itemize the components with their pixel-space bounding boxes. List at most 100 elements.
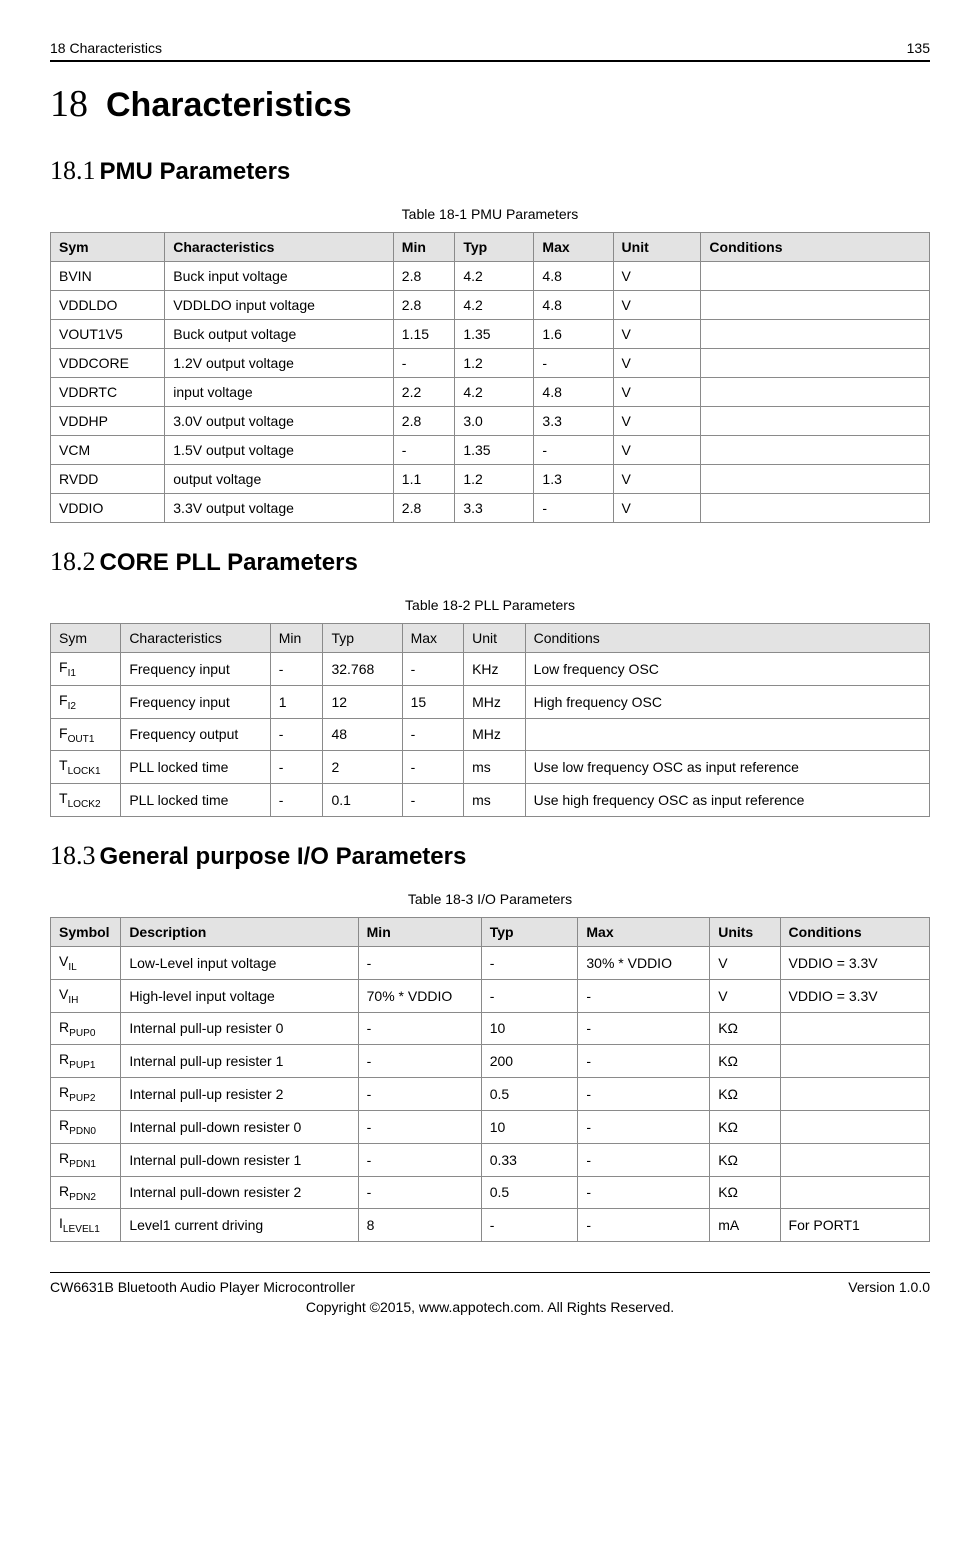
- table-cell: -: [534, 436, 613, 465]
- section-number: 18.1: [50, 156, 96, 185]
- table-cell: -: [578, 1012, 710, 1045]
- section-heading-io: 18.3General purpose I/O Parameters: [50, 841, 930, 871]
- table-row: VILLow-Level input voltage--30% * VDDIOV…: [51, 946, 930, 979]
- table-cell: Internal pull-up resister 2: [121, 1078, 358, 1111]
- table-cell: Level1 current driving: [121, 1209, 358, 1242]
- table-cell: TLOCK2: [51, 784, 121, 817]
- table-row: FOUT1Frequency output-48-MHz: [51, 718, 930, 751]
- column-header: Max: [578, 917, 710, 946]
- column-header: Conditions: [780, 917, 929, 946]
- table-cell: Internal pull-down resister 2: [121, 1176, 358, 1209]
- table-cell: 8: [358, 1209, 481, 1242]
- table-cell: 4.8: [534, 378, 613, 407]
- table-cell: 10: [481, 1110, 578, 1143]
- table-cell: V: [613, 320, 701, 349]
- table-cell: 1.2V output voltage: [165, 349, 394, 378]
- table-cell: VOUT1V5: [51, 320, 165, 349]
- table-cell: mA: [710, 1209, 780, 1242]
- table-cell: High frequency OSC: [525, 685, 929, 718]
- table-cell: MHz: [464, 718, 526, 751]
- chapter-heading: 18Characteristics: [50, 82, 930, 126]
- table-caption: Table 18-1 PMU Parameters: [50, 206, 930, 222]
- table-cell: 4.2: [455, 378, 534, 407]
- table-caption: Table 18-2 PLL Parameters: [50, 597, 930, 613]
- pmu-parameters-table: SymCharacteristicsMinTypMaxUnitCondition…: [50, 232, 930, 523]
- table-cell: RPDN1: [51, 1143, 121, 1176]
- io-parameters-table: SymbolDescriptionMinTypMaxUnitsCondition…: [50, 917, 930, 1242]
- table-row: VDDHP3.0V output voltage2.83.03.3V: [51, 407, 930, 436]
- section-title: CORE PLL Parameters: [100, 549, 358, 576]
- table-cell: -: [402, 653, 464, 686]
- table-cell: 0.5: [481, 1078, 578, 1111]
- table-row: VDDCORE1.2V output voltage-1.2-V: [51, 349, 930, 378]
- table-row: BVINBuck input voltage2.84.24.8V: [51, 262, 930, 291]
- table-cell: 3.3: [534, 407, 613, 436]
- table-cell: [701, 407, 930, 436]
- table-cell: Buck input voltage: [165, 262, 394, 291]
- table-cell: 10: [481, 1012, 578, 1045]
- table-cell: PLL locked time: [121, 751, 270, 784]
- section-heading-pmu: 18.1PMU Parameters: [50, 156, 930, 186]
- table-cell: [780, 1143, 929, 1176]
- table-cell: V: [613, 494, 701, 523]
- table-row: RPDN0Internal pull-down resister 0-10-KΩ: [51, 1110, 930, 1143]
- table-cell: -: [393, 349, 455, 378]
- header-left: 18 Characteristics: [50, 40, 162, 56]
- table-cell: 1: [270, 685, 323, 718]
- table-row: VOUT1V5Buck output voltage1.151.351.6V: [51, 320, 930, 349]
- column-header: Units: [710, 917, 780, 946]
- section-title: General purpose I/O Parameters: [100, 843, 467, 870]
- table-cell: For PORT1: [780, 1209, 929, 1242]
- table-cell: KΩ: [710, 1110, 780, 1143]
- table-cell: 1.5V output voltage: [165, 436, 394, 465]
- table-cell: V: [613, 349, 701, 378]
- table-row: RPUP0Internal pull-up resister 0-10-KΩ: [51, 1012, 930, 1045]
- table-cell: -: [578, 1176, 710, 1209]
- table-cell: -: [578, 1110, 710, 1143]
- table-cell: 2.2: [393, 378, 455, 407]
- table-cell: V: [710, 979, 780, 1012]
- table-cell: 3.3V output voltage: [165, 494, 394, 523]
- table-cell: 70% * VDDIO: [358, 979, 481, 1012]
- table-cell: input voltage: [165, 378, 394, 407]
- table-cell: [701, 291, 930, 320]
- table-cell: 1.2: [455, 465, 534, 494]
- section-number: 18.3: [50, 841, 96, 870]
- table-cell: -: [578, 1209, 710, 1242]
- table-cell: RPUP0: [51, 1012, 121, 1045]
- table-cell: 15: [402, 685, 464, 718]
- table-cell: [701, 494, 930, 523]
- table-header-row: SymCharacteristicsMinTypMaxUnitCondition…: [51, 233, 930, 262]
- table-cell: V: [613, 407, 701, 436]
- table-cell: VDDLDO: [51, 291, 165, 320]
- table-cell: -: [358, 946, 481, 979]
- table-cell: -: [358, 1078, 481, 1111]
- table-cell: 4.8: [534, 262, 613, 291]
- footer-left: CW6631B Bluetooth Audio Player Microcont…: [50, 1279, 355, 1295]
- table-header-row: SymbolDescriptionMinTypMaxUnitsCondition…: [51, 917, 930, 946]
- table-cell: FI1: [51, 653, 121, 686]
- table-cell: Use high frequency OSC as input referenc…: [525, 784, 929, 817]
- page-header: 18 Characteristics 135: [50, 40, 930, 62]
- table-row: VIHHigh-level input voltage70% * VDDIO--…: [51, 979, 930, 1012]
- table-cell: 2.8: [393, 291, 455, 320]
- table-cell: 0.5: [481, 1176, 578, 1209]
- table-cell: -: [534, 349, 613, 378]
- footer-copyright: Copyright ©2015, www.appotech.com. All R…: [50, 1299, 930, 1315]
- table-caption: Table 18-3 I/O Parameters: [50, 891, 930, 907]
- chapter-title: Characteristics: [106, 86, 352, 124]
- table-row: VCM1.5V output voltage-1.35-V: [51, 436, 930, 465]
- table-cell: [780, 1012, 929, 1045]
- table-cell: 12: [323, 685, 402, 718]
- header-page-number: 135: [907, 40, 930, 56]
- table-row: RPDN1Internal pull-down resister 1-0.33-…: [51, 1143, 930, 1176]
- table-cell: -: [578, 1078, 710, 1111]
- column-header: Unit: [613, 233, 701, 262]
- table-cell: KHz: [464, 653, 526, 686]
- table-cell: -: [402, 718, 464, 751]
- table-cell: 30% * VDDIO: [578, 946, 710, 979]
- table-cell: 1.6: [534, 320, 613, 349]
- table-cell: [701, 465, 930, 494]
- table-cell: Frequency input: [121, 653, 270, 686]
- column-header: Min: [393, 233, 455, 262]
